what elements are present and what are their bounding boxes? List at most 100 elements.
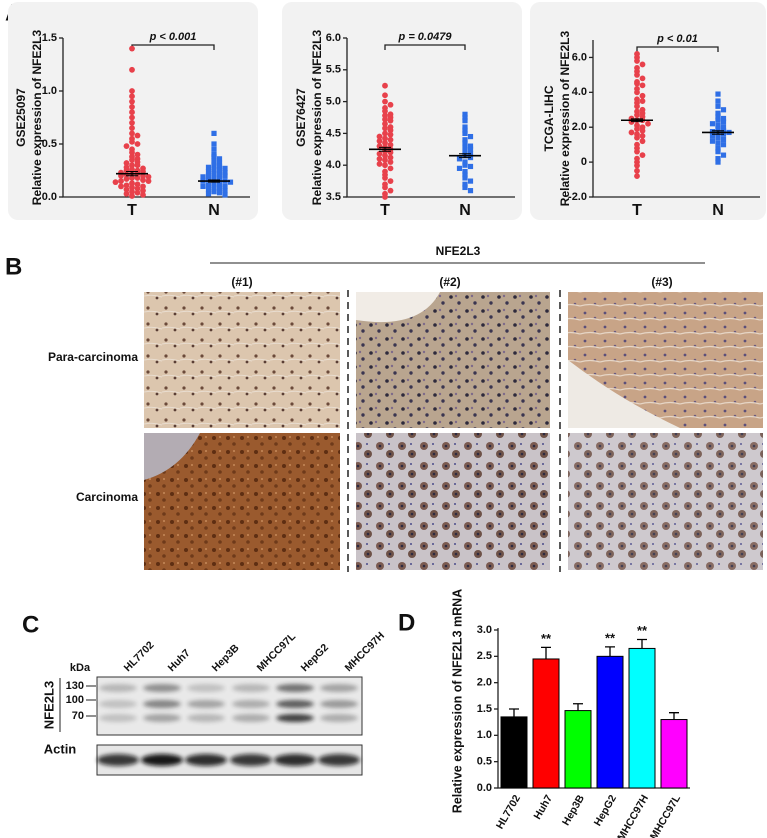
data-point xyxy=(205,191,212,197)
data-point xyxy=(462,181,468,187)
data-point xyxy=(123,176,130,182)
blot-band xyxy=(276,684,314,692)
ihc-column-label: (#3) xyxy=(651,275,672,289)
data-point xyxy=(123,160,130,166)
data-point xyxy=(382,157,388,164)
data-point xyxy=(205,168,212,175)
data-point xyxy=(456,156,463,162)
bar xyxy=(596,655,624,789)
data-point xyxy=(382,175,388,181)
data-point xyxy=(123,143,130,150)
x-tick-label: T xyxy=(380,202,390,219)
error-bar xyxy=(459,153,471,159)
data-point xyxy=(216,156,223,162)
significance-label: ** xyxy=(637,623,648,638)
blot-band xyxy=(143,700,181,708)
data-point xyxy=(118,178,124,185)
y-tick-label: 2.0 xyxy=(477,677,492,689)
data-point xyxy=(376,143,383,150)
y-tick-label: 1.5 xyxy=(477,703,492,715)
data-point xyxy=(462,111,468,117)
data-point xyxy=(387,131,394,138)
data-point xyxy=(129,149,135,156)
data-point xyxy=(382,135,388,142)
blot-band xyxy=(232,714,270,722)
blot-bands xyxy=(97,684,360,766)
data-point xyxy=(387,178,394,185)
data-point xyxy=(129,98,135,105)
data-point xyxy=(129,138,135,145)
data-point xyxy=(715,145,721,151)
data-point xyxy=(382,125,388,132)
data-point xyxy=(467,178,474,184)
lane-label: Hep3B xyxy=(210,642,242,674)
data-point xyxy=(382,184,388,191)
data-point xyxy=(382,194,388,200)
panel-label: D xyxy=(398,609,415,636)
blot-band xyxy=(99,714,137,722)
y-tick-label: 4.5 xyxy=(326,127,341,139)
ihc-column-label: (#2) xyxy=(439,275,460,289)
data-point xyxy=(462,159,468,165)
y-axis-label: Relative expression of NFE2L3 xyxy=(558,30,572,206)
data-point xyxy=(211,166,217,173)
bar xyxy=(500,716,528,789)
data-point xyxy=(205,186,212,193)
blot-marker: 130 xyxy=(66,680,84,692)
data-point xyxy=(639,61,646,68)
data-point xyxy=(462,168,468,175)
data-point xyxy=(200,183,206,189)
data-point xyxy=(387,159,394,165)
significance-label: ** xyxy=(541,631,552,646)
data-point xyxy=(634,71,640,78)
data-point xyxy=(639,92,646,99)
data-point xyxy=(720,152,727,158)
data-point xyxy=(211,175,217,181)
plot-background xyxy=(530,2,766,220)
data-point xyxy=(715,126,721,132)
y-tick-label: 4.0 xyxy=(572,86,587,98)
blot-band xyxy=(143,684,181,692)
y-axis-label: Relative expression of NFE2L3 xyxy=(310,29,324,205)
blot-band xyxy=(276,700,314,708)
data-point xyxy=(134,185,141,192)
data-point xyxy=(382,162,388,169)
data-point xyxy=(205,164,212,170)
data-point xyxy=(227,179,234,185)
data-point xyxy=(211,180,217,186)
data-point xyxy=(634,162,640,169)
blot-marker: 100 xyxy=(66,694,84,706)
data-point xyxy=(376,133,383,140)
data-point xyxy=(634,126,640,132)
x-tick-label: T xyxy=(127,202,137,219)
x-tick-label: Hep3B xyxy=(560,793,587,828)
data-point xyxy=(462,175,468,181)
data-point xyxy=(639,133,646,139)
data-point xyxy=(129,88,135,94)
y-axis-label: Relative expression of NFE2L3 xyxy=(30,29,44,205)
data-point xyxy=(462,184,468,191)
data-point xyxy=(715,149,721,155)
data-point xyxy=(129,157,135,163)
data-point xyxy=(382,92,388,99)
error-bar xyxy=(631,118,643,123)
plot-background xyxy=(282,2,522,220)
data-point xyxy=(462,149,468,156)
lane-label: MHCC97L xyxy=(255,630,299,674)
data-point xyxy=(639,82,646,89)
data-point xyxy=(462,118,468,124)
dataset-label: GSE76427 xyxy=(294,88,308,147)
panel-label: C xyxy=(22,611,39,638)
blot-band xyxy=(185,754,227,766)
blot-marker: 70 xyxy=(72,710,84,722)
y-tick-label: -2.0 xyxy=(568,191,587,203)
ihc-image xyxy=(568,433,763,570)
data-point xyxy=(709,138,716,144)
data-point xyxy=(129,188,135,195)
blot-band xyxy=(141,754,183,766)
data-point xyxy=(140,187,146,194)
data-point xyxy=(145,178,152,185)
blot-band xyxy=(320,714,358,722)
y-tick-label: 2.5 xyxy=(477,650,492,662)
data-point xyxy=(222,170,228,176)
